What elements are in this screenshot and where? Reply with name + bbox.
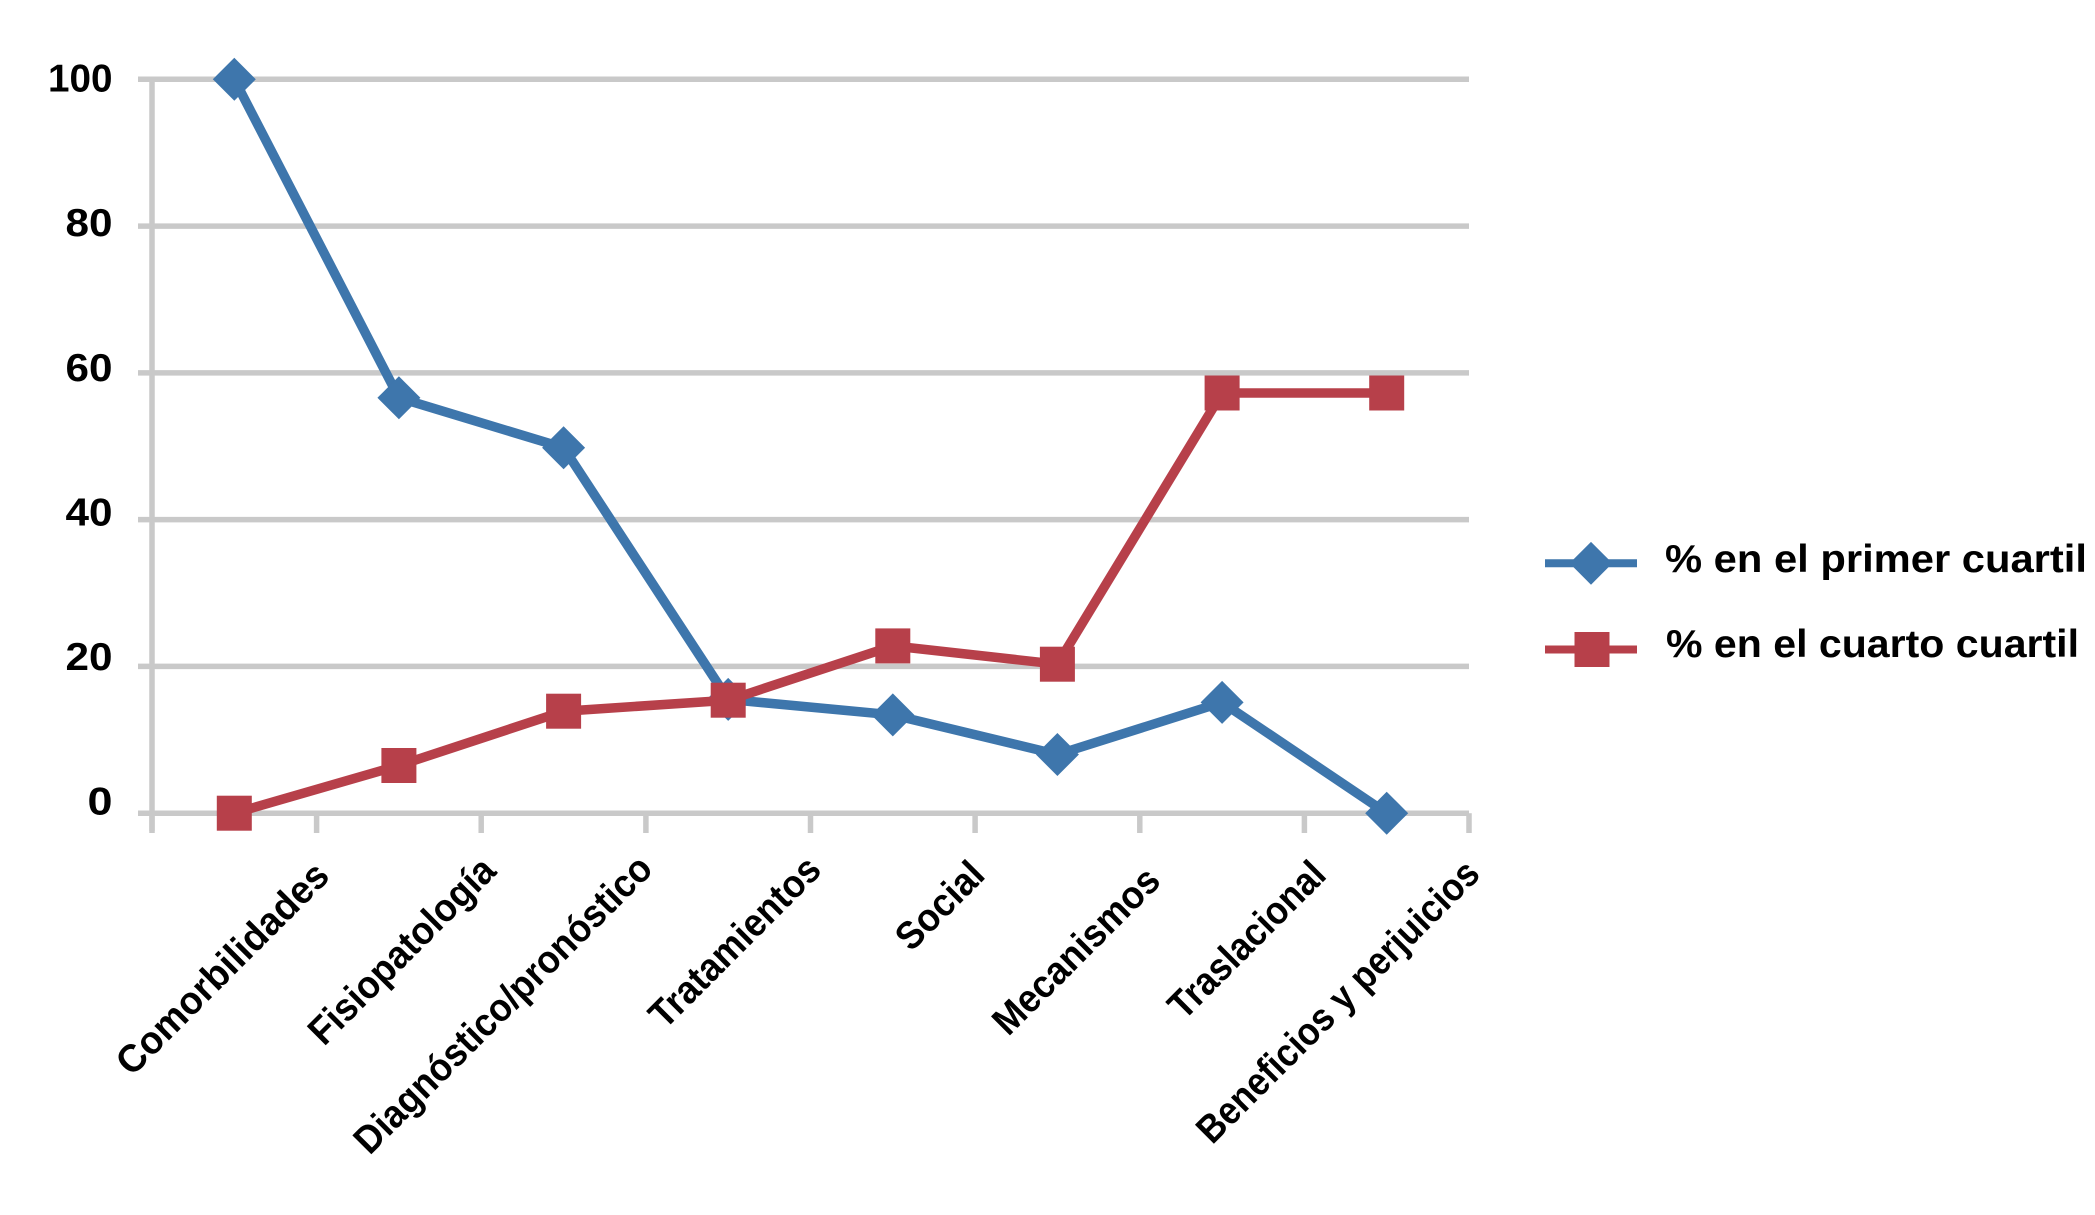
- svg-text:40: 40: [66, 491, 113, 534]
- svg-text:0: 0: [88, 781, 113, 824]
- svg-text:% en el primer cuartil: % en el primer cuartil: [1665, 538, 2087, 581]
- svg-text:% en el cuarto cuartil: % en el cuarto cuartil: [1666, 623, 2079, 666]
- svg-text:80: 80: [66, 202, 113, 245]
- svg-text:20: 20: [66, 636, 113, 679]
- svg-text:60: 60: [66, 347, 113, 390]
- svg-text:100: 100: [48, 58, 113, 101]
